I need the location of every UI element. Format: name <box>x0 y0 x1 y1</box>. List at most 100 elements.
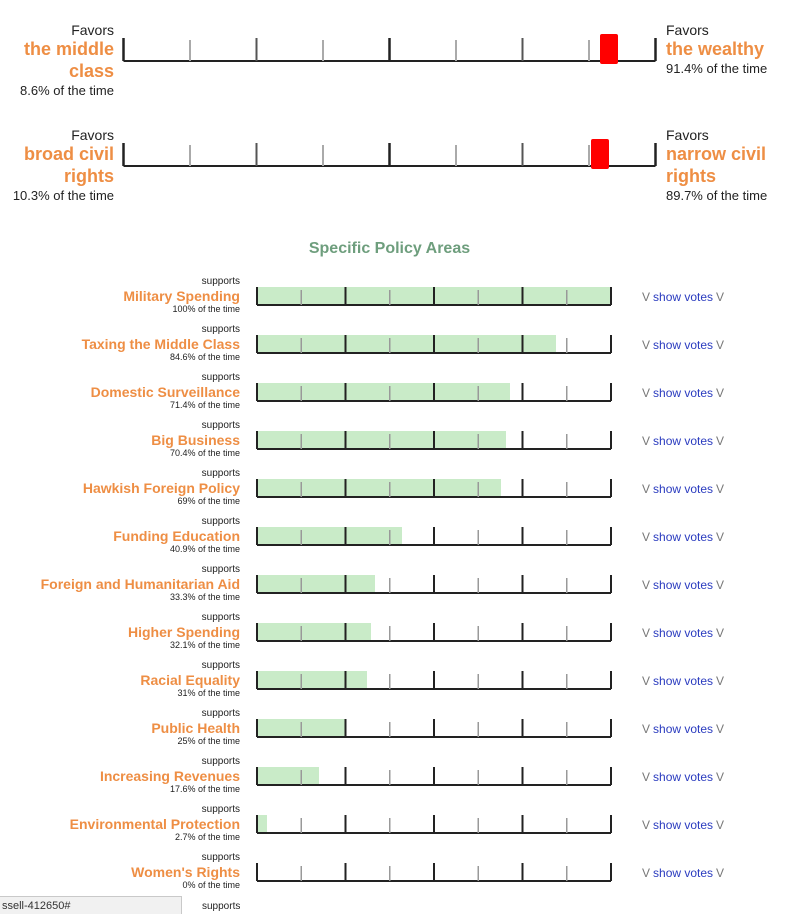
show-votes-link[interactable]: show votes <box>653 386 714 400</box>
spectrum-left-label: Favors broad civil rights 10.3% of the t… <box>13 127 114 204</box>
chevron-down-icon[interactable]: V <box>642 530 651 544</box>
chevron-down-icon[interactable]: V <box>716 722 725 736</box>
policy-row: supports Big Business 70.4% of the time … <box>0 420 799 468</box>
supports-label: supports <box>201 468 240 479</box>
spectrum-scale-svg <box>122 143 657 167</box>
show-votes-link[interactable]: show votes <box>653 626 714 640</box>
show-votes-link[interactable]: show votes <box>653 290 714 304</box>
policy-row: supports Domestic Surveillance 71.4% of … <box>0 372 799 420</box>
chevron-down-icon[interactable]: V <box>716 866 725 880</box>
chevron-down-icon[interactable]: V <box>642 290 651 304</box>
chevron-down-icon[interactable]: V <box>716 290 725 304</box>
left-title-line: rights <box>63 166 114 186</box>
chevron-down-icon[interactable]: V <box>716 386 725 400</box>
policy-bar-fill <box>257 527 402 545</box>
policy-bar <box>255 668 615 692</box>
show-votes-control[interactable]: V show votes V <box>642 290 724 304</box>
right-pct: 89.7% of the time <box>666 188 768 203</box>
policy-bar-fill <box>257 335 557 353</box>
left-title: the middle class <box>20 38 114 82</box>
spectrum-ticks <box>122 38 657 62</box>
show-votes-control[interactable]: V show votes V <box>642 338 724 352</box>
show-votes-link[interactable]: show votes <box>653 866 714 880</box>
policy-scale-svg <box>256 335 612 354</box>
show-votes-link[interactable]: show votes <box>653 530 714 544</box>
policy-bar-fill <box>257 431 507 449</box>
chevron-down-icon[interactable]: V <box>642 866 651 880</box>
supports-label: supports <box>201 564 240 575</box>
chevron-down-icon[interactable]: V <box>642 434 651 448</box>
policy-label: supports Women's Rights 0% of the time <box>131 852 240 891</box>
policy-label: supports Military Spending 100% of the t… <box>123 276 240 315</box>
chevron-down-icon[interactable]: V <box>716 626 725 640</box>
show-votes-control[interactable]: V show votes V <box>642 530 724 544</box>
show-votes-link[interactable]: show votes <box>653 818 714 832</box>
chevron-down-icon[interactable]: V <box>642 770 651 784</box>
spectrum-right-label: Favors the wealthy 91.4% of the time <box>666 22 796 77</box>
policy-label: supports Higher Spending 32.1% of the ti… <box>128 612 240 651</box>
policy-label: supports Big Business 70.4% of the time <box>151 420 240 459</box>
policy-row: supports Hawkish Foreign Policy 69% of t… <box>0 468 799 516</box>
spectrum-civil-rights: Favors broad civil rights 10.3% of the t… <box>0 127 799 217</box>
supports-label: supports <box>201 660 240 671</box>
chevron-down-icon[interactable]: V <box>716 338 725 352</box>
supports-label: supports <box>201 756 240 767</box>
right-title-line: the wealthy <box>666 39 765 59</box>
chevron-down-icon[interactable]: V <box>642 674 651 688</box>
chevron-down-icon[interactable]: V <box>716 530 725 544</box>
chevron-down-icon[interactable]: V <box>716 482 725 496</box>
chevron-down-icon[interactable]: V <box>642 626 651 640</box>
chevron-down-icon[interactable]: V <box>716 674 725 688</box>
policy-scale-svg <box>256 863 612 882</box>
chevron-down-icon[interactable]: V <box>642 578 651 592</box>
show-votes-control[interactable]: V show votes V <box>642 482 724 496</box>
policy-label: supports Hawkish Foreign Policy 69% of t… <box>83 468 240 507</box>
show-votes-control[interactable]: V show votes V <box>642 722 724 736</box>
spectrum-marker <box>599 34 618 64</box>
policy-name: Higher Spending <box>128 624 240 640</box>
policy-pct: 33.3% of the time <box>169 592 240 602</box>
chevron-down-icon[interactable]: V <box>642 386 651 400</box>
spectrum-scale <box>122 135 657 169</box>
policy-row: supports Environmental Protection 2.7% o… <box>0 804 799 852</box>
chevron-down-icon[interactable]: V <box>642 818 651 832</box>
show-votes-control[interactable]: V show votes V <box>642 674 724 688</box>
chevron-down-icon[interactable]: V <box>716 770 725 784</box>
show-votes-link[interactable]: show votes <box>653 434 714 448</box>
show-votes-link[interactable]: show votes <box>653 674 714 688</box>
chevron-down-icon[interactable]: V <box>716 434 725 448</box>
policy-row: supports Taxing the Middle Class 84.6% o… <box>0 324 799 372</box>
policy-label: supports Taxing the Middle Class 84.6% o… <box>82 324 240 363</box>
favors-label: Favors <box>71 22 114 38</box>
policy-label: supports Domestic Surveillance 71.4% of … <box>91 372 240 411</box>
show-votes-control[interactable]: V show votes V <box>642 434 724 448</box>
policy-label: supports Environmental Protection 2.7% o… <box>70 804 240 843</box>
chevron-down-icon[interactable]: V <box>642 722 651 736</box>
chevron-down-icon[interactable]: V <box>642 338 651 352</box>
show-votes-control[interactable]: V show votes V <box>642 818 724 832</box>
policy-bar <box>255 428 615 452</box>
policy-name: Public Health <box>151 720 240 736</box>
show-votes-control[interactable]: V show votes V <box>642 770 724 784</box>
show-votes-control[interactable]: V show votes V <box>642 866 724 880</box>
left-pct: 10.3% of the time <box>12 188 114 203</box>
show-votes-link[interactable]: show votes <box>653 770 714 784</box>
favors-label: Favors <box>666 22 709 38</box>
policy-bar <box>255 380 615 404</box>
chevron-down-icon[interactable]: V <box>716 818 725 832</box>
show-votes-link[interactable]: show votes <box>653 578 714 592</box>
show-votes-link[interactable]: show votes <box>653 722 714 736</box>
show-votes-link[interactable]: show votes <box>653 482 714 496</box>
partial-supports-label: supports <box>202 901 241 912</box>
policy-bar <box>255 524 615 548</box>
show-votes-control[interactable]: V show votes V <box>642 578 724 592</box>
show-votes-control[interactable]: V show votes V <box>642 386 724 400</box>
policy-scale-svg <box>256 479 612 498</box>
chevron-down-icon[interactable]: V <box>642 482 651 496</box>
show-votes-link[interactable]: show votes <box>653 338 714 352</box>
chevron-down-icon[interactable]: V <box>716 578 725 592</box>
right-title: narrow civil rights <box>666 143 796 187</box>
supports-label: supports <box>201 708 240 719</box>
policy-scale-svg <box>256 575 612 594</box>
show-votes-control[interactable]: V show votes V <box>642 626 724 640</box>
